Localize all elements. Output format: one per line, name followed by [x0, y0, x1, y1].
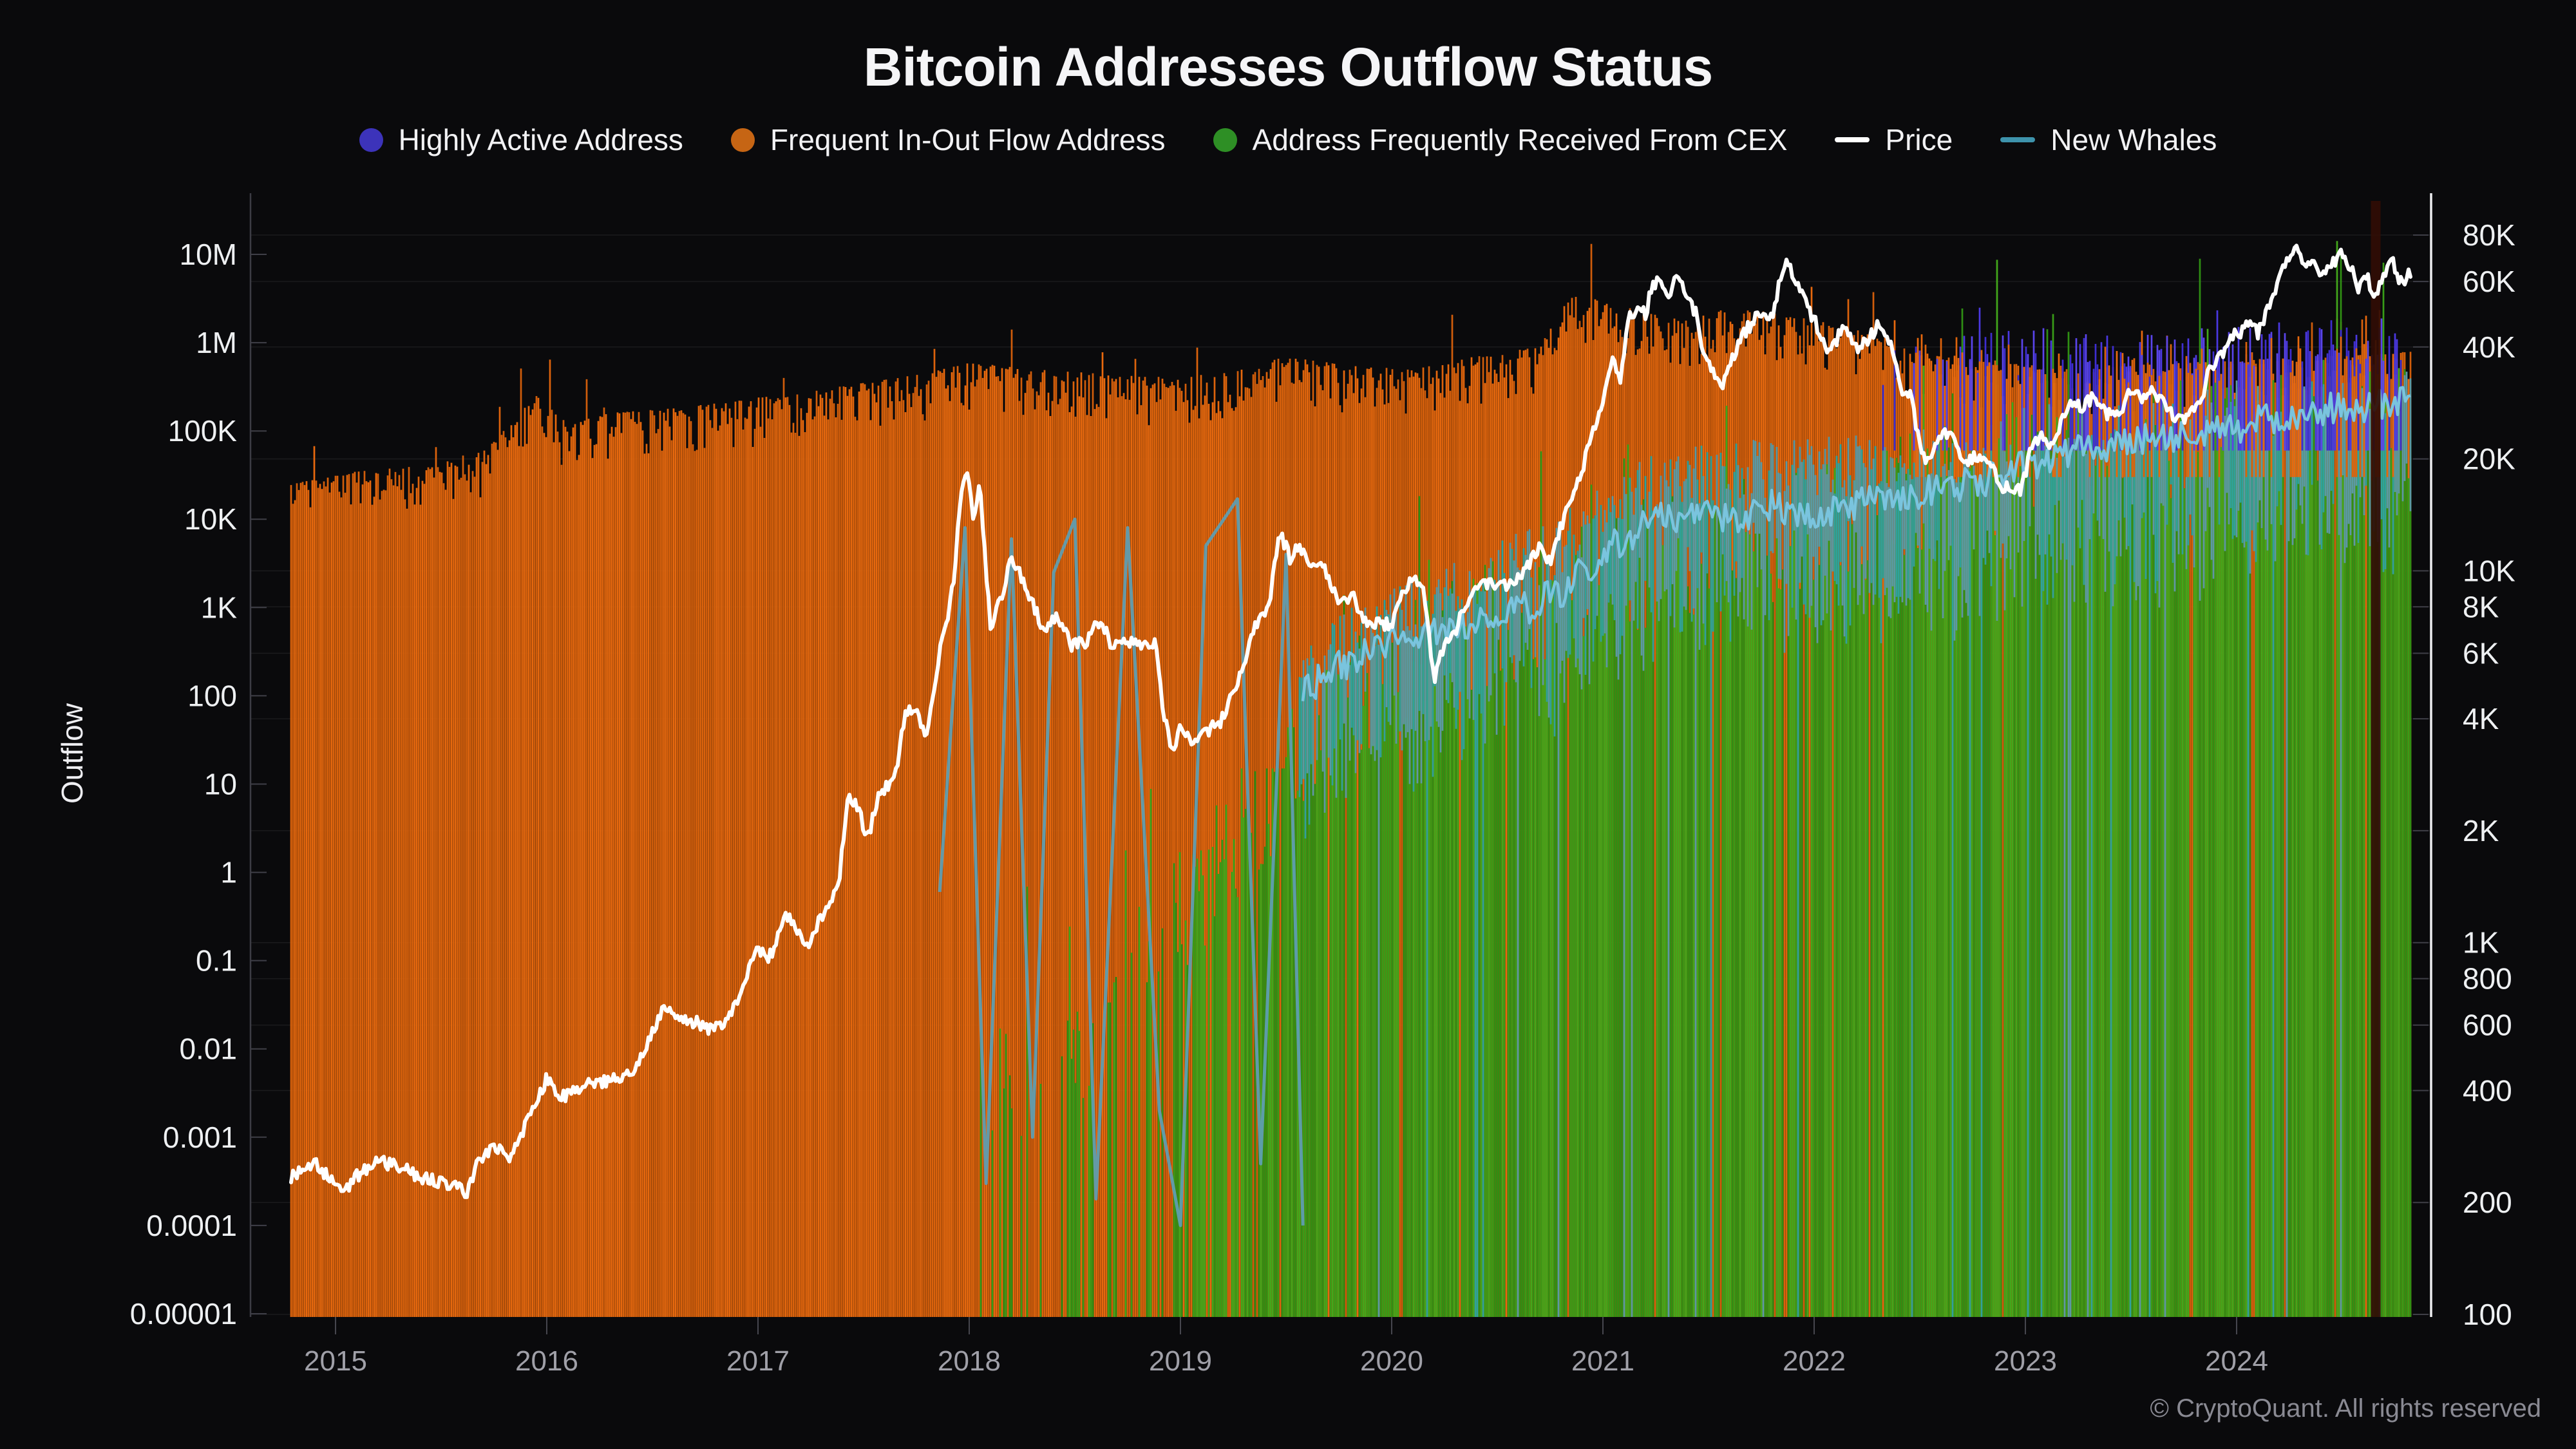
legend-line-icon [1835, 137, 1870, 142]
left-axis-tick-label: 0.00001 [130, 1297, 237, 1331]
left-axis-tick-label: 0.001 [163, 1121, 237, 1154]
right-axis-tick-label: 200 [2463, 1186, 2512, 1219]
price-line [289, 243, 2412, 1199]
legend-item-new-whales[interactable]: New Whales [2000, 122, 2217, 157]
legend-line-icon [2000, 137, 2036, 142]
legend-label: Highly Active Address [398, 123, 683, 156]
anomaly-bar [2371, 201, 2381, 1317]
right-axis-tick-label: 8K [2463, 590, 2499, 623]
right-axis-tick-label: 60K [2463, 265, 2515, 298]
chart-title: Bitcoin Addresses Outflow Status [863, 37, 1713, 97]
watermark: © CryptoQuant. All rights reserved [2150, 1394, 2542, 1423]
left-axis-tick-label: 0.01 [179, 1032, 237, 1066]
left-axis-tick-label: 10K [184, 502, 237, 536]
x-axis-year-label: 2021 [1571, 1345, 1634, 1377]
legend-dot-icon [1213, 128, 1237, 152]
right-axis-tick-label: 80K [2463, 218, 2515, 252]
legend-label: Frequent In-Out Flow Address [770, 123, 1166, 156]
x-axis-year-label: 2019 [1149, 1345, 1212, 1377]
right-axis-tick-label: 1K [2463, 926, 2499, 960]
left-axis-tick-label: 1M [196, 326, 237, 359]
right-axis-tick-label: 800 [2463, 962, 2512, 996]
legend-item-highly-active-address[interactable]: Highly Active Address [359, 122, 683, 157]
legend-dot-icon [359, 128, 383, 152]
left-axis-tick-label: 100K [168, 414, 238, 448]
x-axis-ticks: 2015 2016 2017 2018 2019 2020 2021 2022 2023 2024 [304, 1317, 2268, 1377]
right-axis-tick-label: 10K [2463, 554, 2515, 587]
x-axis-year-label: 2020 [1360, 1345, 1423, 1377]
legend-label: New Whales [2050, 123, 2217, 156]
right-axis-tick-label: 100 [2463, 1298, 2512, 1331]
right-axis-tick-label: 400 [2463, 1074, 2512, 1107]
left-axis-tick-label: 0.0001 [146, 1209, 237, 1242]
left-axis-tick-label: 0.1 [196, 944, 237, 978]
x-axis-year-label: 2024 [2205, 1345, 2268, 1377]
x-axis-year-label: 2015 [304, 1345, 367, 1377]
x-axis-year-label: 2018 [938, 1345, 1001, 1377]
left-axis-tick-label: 10M [180, 238, 237, 271]
axes [249, 193, 2432, 1317]
right-axis-tick-label: 600 [2463, 1009, 2512, 1042]
right-axis-tick-label: 2K [2463, 814, 2499, 848]
left-axis-title: Outflow [55, 703, 89, 804]
x-axis-year-label: 2022 [1783, 1345, 1846, 1377]
right-axis-tick-label: 6K [2463, 636, 2499, 670]
left-axis-tick-label: 1 [220, 856, 237, 889]
right-axis-tick-label: 20K [2463, 442, 2515, 476]
right-axis-tick-label: 4K [2463, 702, 2499, 735]
new-whales-line [1301, 386, 2411, 702]
legend-item-frequent-in-out-flow-address[interactable]: Frequent In-Out Flow Address [730, 122, 1166, 157]
left-axis-ticks: 10M 1M 100K 10K 1K 100 10 1 0.1 0.01 0.001 0.0001 0.… [130, 238, 267, 1331]
x-axis-year-label: 2023 [1994, 1345, 2057, 1377]
new-whales-zigzag-line [938, 497, 1305, 1227]
left-axis-tick-label: 100 [187, 679, 237, 712]
x-axis-year-label: 2017 [726, 1345, 790, 1377]
left-axis-tick-label: 10 [204, 768, 237, 801]
right-axis-tick-label: 40K [2463, 330, 2515, 364]
legend-label: Price [1885, 123, 1953, 156]
legend-label: Address Frequently Received From CEX [1252, 123, 1788, 156]
legend-item-address-frequently-received-from-cex[interactable]: Address Frequently Received From CEX [1213, 122, 1788, 157]
left-axis-tick-label: 1K [201, 591, 238, 624]
x-axis-year-label: 2016 [515, 1345, 578, 1377]
chart-legend: Highly Active Address Frequent In-Out Flo… [0, 122, 2576, 157]
legend-item-price[interactable]: Price [1835, 122, 1953, 157]
legend-dot-icon [730, 128, 755, 152]
